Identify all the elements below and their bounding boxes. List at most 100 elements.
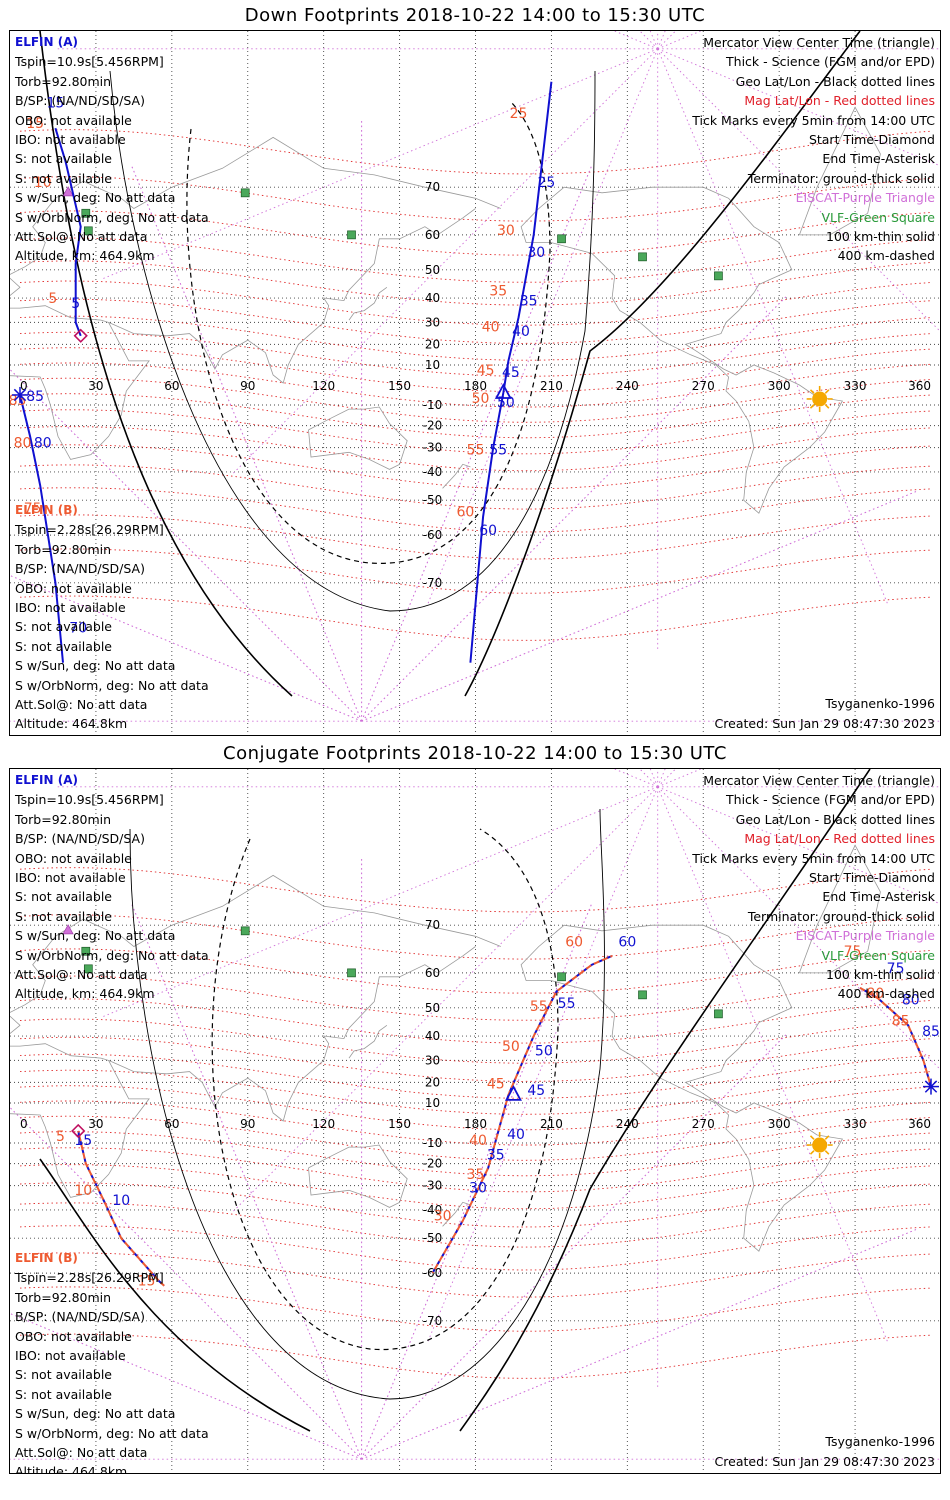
x-tick-label: 360 (908, 379, 931, 393)
created-label: Created: Sun Jan 29 08:47:30 2023 (714, 715, 935, 731)
coastline (308, 1144, 408, 1208)
center-triangle (494, 383, 512, 399)
mag-latitude-line (19, 298, 932, 344)
elfin-a-tick-label: 25 (537, 175, 555, 191)
panel-title: Conjugate Footprints 2018-10-22 14:00 to… (223, 743, 727, 764)
y-tick-label: -10 (423, 1136, 443, 1150)
vlf-square (557, 972, 566, 982)
legend-item: Thick - Science (FGM and/or EPD) (726, 792, 935, 808)
legend-item: VLF-Green Square (821, 209, 935, 225)
center-triangle (504, 1084, 522, 1101)
vlf-square (81, 946, 91, 956)
y-tick-label: -60 (423, 528, 443, 542)
map-frame: 0 30 60 90 120 150 180 210 240 270 300 330 360 70 60 50… (9, 768, 941, 1474)
elfin-b-tick-label: 25 (510, 106, 528, 122)
elfin-b-tick-label: 5 (56, 1129, 65, 1145)
info-line: B/SP: (NA/ND/SD/SA) (15, 831, 145, 847)
y-tick-label: 30 (425, 1053, 440, 1067)
mag-meridian (657, 48, 888, 604)
start-diamond (71, 1123, 86, 1139)
footer-right: Tsyganenko-1996 Created: Sun Jan 29 08:4… (715, 694, 935, 733)
info-line: Altitude: 464.8km (15, 1464, 128, 1474)
legend-item: Terminator: ground-thick solid (747, 908, 935, 924)
x-tick-label: 240 (616, 379, 639, 393)
legend-item: Thick - Science (FGM and/or EPD) (726, 54, 935, 70)
mag-meridian (649, 769, 659, 788)
info-line: Tspin=2.28s[26.29RPM] (15, 522, 164, 538)
legend-item: Mercator View Center Time (triangle) (703, 35, 935, 50)
info-line: Att.Sol@: No att data (15, 229, 148, 245)
info-line: Torb=92.80min (15, 541, 112, 557)
coastline (442, 1201, 471, 1227)
elfin-b-tick-label: 30 (434, 1209, 452, 1225)
elfin-b-tick-label: 75 (844, 944, 862, 960)
elfin-b-tick-label: 55 (530, 999, 548, 1015)
info-line: Altitude: 464.8km (15, 716, 128, 732)
start-diamond (73, 328, 88, 343)
y-tick-label: 20 (425, 337, 440, 351)
elfin-b-tick-label: 55 (467, 443, 485, 459)
elfin-b-tick-label: 5 (48, 291, 57, 307)
info-line: S: not available (15, 151, 112, 167)
y-tick-label: -30 (423, 441, 443, 455)
sun-ray (824, 1150, 830, 1155)
y-tick-label: -70 (423, 1314, 443, 1328)
terminator-400km (186, 100, 551, 564)
x-tick-label: 0 (20, 1117, 28, 1131)
elfin-a-tick-label: 80 (34, 436, 52, 452)
vlf-square (240, 926, 250, 936)
y-tick-label: -20 (423, 1157, 443, 1171)
x-tick-label: 240 (616, 1117, 639, 1131)
y-tick-label: -50 (423, 493, 443, 507)
mag-meridian (10, 1313, 362, 1460)
elfin-b-label: ELFIN (B) (15, 1251, 78, 1265)
legend: Mercator View Center Time (triangle) Thi… (692, 33, 935, 266)
elfin-b-tick-label: 40 (469, 1133, 487, 1149)
sun-ray (824, 1135, 830, 1140)
coastline (799, 106, 881, 236)
elfin-b-tick-label: 50 (472, 391, 490, 407)
info-line: S w/OrbNorm, deg: No att data (15, 947, 209, 963)
terminator-400km (211, 828, 559, 1351)
elfin-b-tick-label: 10 (34, 175, 52, 191)
x-tick-label: 330 (844, 1117, 867, 1131)
info-line: S: not available (15, 889, 112, 905)
x-tick-label: 30 (88, 379, 103, 393)
elfin-a-tick-label: 30 (469, 1181, 487, 1197)
elfin-b-tick-label: 80 (14, 436, 32, 452)
x-tick-label: 180 (464, 379, 487, 393)
end-asterisk (924, 1080, 938, 1093)
y-tick-label: -30 (423, 1179, 443, 1193)
info-line: OBO: not available (15, 1328, 132, 1344)
info-line: S: not available (15, 638, 112, 654)
mag-meridian (639, 31, 659, 50)
elfin-a-tick-label: 55 (489, 443, 507, 459)
elfin-b-track (77, 1130, 165, 1287)
mag-meridian (131, 904, 363, 1460)
elfin-a-info: ELFIN (A) Tspin=10.9s[5.456RPM] Torb=92.… (15, 33, 209, 266)
sun-ray (809, 1135, 815, 1140)
x-tick-label: 120 (312, 379, 335, 393)
elfin-a-tick-label: 15 (47, 95, 65, 111)
elfin-a-tick-label: 50 (497, 395, 515, 411)
x-tick-label: 0 (20, 379, 28, 393)
y-tick-label: 60 (425, 966, 440, 980)
info-line: IBO: not available (15, 600, 126, 616)
elfin-b-tick-label: 40 (482, 319, 500, 335)
elfin-b-tick-label: 75 (24, 501, 42, 517)
info-line: B/SP: (NA/ND/SD/SA) (15, 561, 145, 577)
info-line: Torb=92.80min (15, 811, 112, 827)
y-tick-label: 40 (425, 1029, 440, 1043)
terminator-100km (109, 70, 596, 612)
x-tick-label: 30 (88, 1117, 103, 1131)
elfin-b-info: ELFIN (B) Tspin=2.28s[26.29RPM] Torb=92.… (15, 501, 209, 734)
elfin-a-tick-label: 35 (487, 1147, 505, 1163)
y-tick-label: -40 (423, 465, 443, 479)
y-tick-label: -50 (423, 1231, 443, 1245)
coastline (10, 305, 150, 460)
x-tick-label: 300 (768, 1117, 791, 1131)
elfin-a-tick-label: 85 (26, 389, 44, 405)
vlf-square (347, 230, 356, 240)
y-tick-label: 10 (425, 358, 440, 372)
y-tick-label: 50 (425, 1001, 440, 1015)
